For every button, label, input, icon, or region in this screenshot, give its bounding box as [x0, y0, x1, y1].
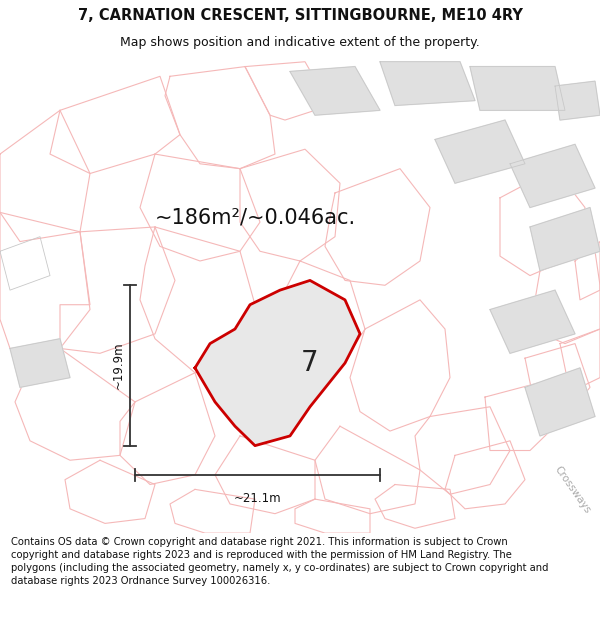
Polygon shape — [525, 368, 595, 436]
Polygon shape — [380, 62, 475, 106]
Text: ~19.9m: ~19.9m — [112, 342, 125, 389]
Polygon shape — [555, 81, 600, 120]
Polygon shape — [530, 208, 600, 271]
Text: Crossways: Crossways — [552, 464, 592, 515]
Polygon shape — [490, 290, 575, 353]
Text: ~21.1m: ~21.1m — [233, 492, 281, 505]
Polygon shape — [195, 281, 360, 446]
Text: Contains OS data © Crown copyright and database right 2021. This information is : Contains OS data © Crown copyright and d… — [11, 537, 548, 586]
Text: Map shows position and indicative extent of the property.: Map shows position and indicative extent… — [120, 36, 480, 49]
Polygon shape — [10, 339, 70, 388]
Polygon shape — [470, 67, 565, 111]
Text: 7: 7 — [301, 349, 319, 377]
Text: 7, CARNATION CRESCENT, SITTINGBOURNE, ME10 4RY: 7, CARNATION CRESCENT, SITTINGBOURNE, ME… — [77, 8, 523, 23]
Polygon shape — [435, 120, 525, 183]
Polygon shape — [510, 144, 595, 208]
Text: ~186m²/~0.046ac.: ~186m²/~0.046ac. — [155, 208, 356, 227]
Polygon shape — [290, 67, 380, 115]
